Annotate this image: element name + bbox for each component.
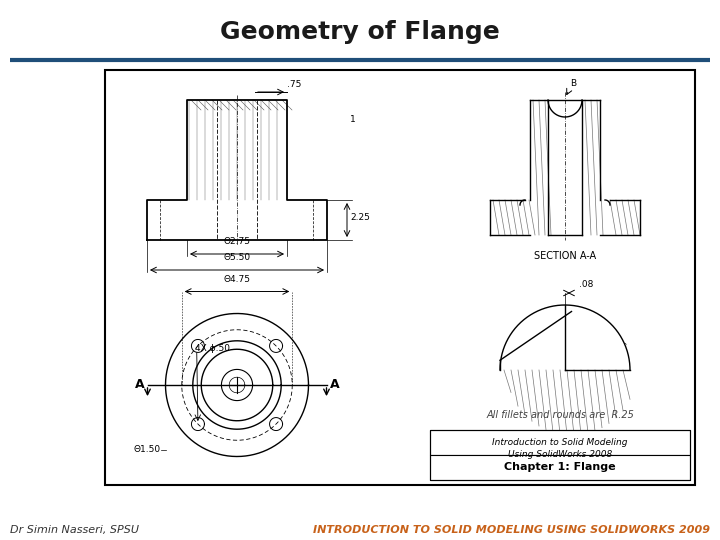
Text: A: A bbox=[330, 379, 339, 392]
Bar bbox=[105, 70, 695, 485]
Text: DETAIL B: DETAIL B bbox=[543, 449, 587, 459]
Text: Geometry of Flange: Geometry of Flange bbox=[220, 20, 500, 44]
Text: A: A bbox=[135, 379, 144, 392]
Text: 2.25: 2.25 bbox=[350, 213, 370, 221]
Polygon shape bbox=[500, 305, 630, 370]
Text: 45.00°: 45.00° bbox=[598, 343, 628, 352]
Text: SECTION A-A: SECTION A-A bbox=[534, 251, 596, 261]
Text: Θ1.50: Θ1.50 bbox=[133, 446, 161, 455]
Text: .75: .75 bbox=[287, 80, 302, 89]
Bar bbox=[430, 455, 690, 480]
Text: 4X ϕ.50: 4X ϕ.50 bbox=[195, 344, 230, 353]
Bar bbox=[430, 430, 690, 455]
Text: .08: .08 bbox=[579, 280, 593, 289]
Text: Chapter 1: Flange: Chapter 1: Flange bbox=[504, 462, 616, 472]
Text: INTRODUCTION TO SOLID MODELING USING SOLIDWORKS 2009: INTRODUCTION TO SOLID MODELING USING SOL… bbox=[313, 525, 710, 535]
Text: Θ2.75: Θ2.75 bbox=[223, 237, 251, 246]
Text: Θ5.50: Θ5.50 bbox=[223, 253, 251, 262]
Text: All fillets and rounds are  R.25: All fillets and rounds are R.25 bbox=[486, 410, 634, 420]
Text: 1: 1 bbox=[350, 116, 356, 125]
Text: Θ4.75: Θ4.75 bbox=[223, 274, 251, 284]
Bar bbox=[430, 430, 690, 480]
Text: Using SolidWorks 2008: Using SolidWorks 2008 bbox=[508, 450, 612, 459]
Text: B: B bbox=[570, 79, 576, 88]
Text: Dr Simin Nasseri, SPSU: Dr Simin Nasseri, SPSU bbox=[10, 525, 139, 535]
Text: Introduction to Solid Modeling: Introduction to Solid Modeling bbox=[492, 438, 628, 447]
